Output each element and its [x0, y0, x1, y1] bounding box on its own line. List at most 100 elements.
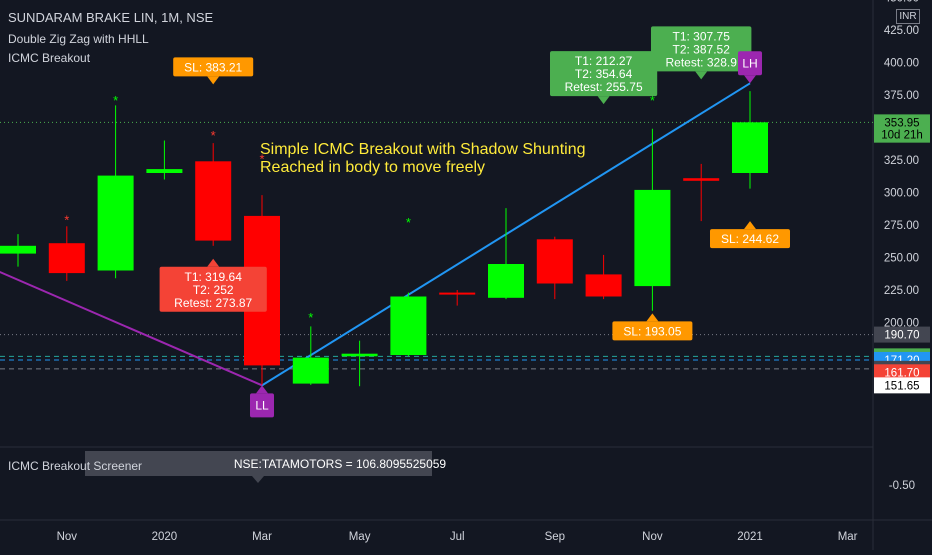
x-tick-label: Nov: [642, 531, 663, 543]
callout-box: [651, 26, 752, 72]
callout-text: T1: 319.64: [185, 270, 243, 284]
candle-body: [0, 245, 36, 254]
x-tick-label: Nov: [57, 531, 78, 543]
price-label: 190.70: [874, 326, 930, 343]
callout-box: [710, 229, 790, 249]
callout-text: SL: 383.21: [184, 60, 242, 74]
price-label-text: 353.95: [884, 117, 919, 129]
callout-pointer: [207, 258, 220, 267]
callout-text: T2: 354.64: [575, 67, 633, 81]
x-tick-label: Sep: [545, 531, 565, 543]
signal-star: *: [406, 215, 411, 230]
y-tick-label: 250.00: [884, 253, 919, 265]
candle-body: [390, 296, 427, 355]
y-tick-label: 200.00: [884, 318, 919, 330]
callout-text: T1: 212.27: [575, 54, 633, 68]
screener-value-text: NSE:TATAMOTORS = 106.8095525059: [234, 457, 447, 471]
pivot-pointer: [744, 75, 756, 84]
y-tick-label: 325.00: [884, 155, 919, 167]
candle-body: [341, 353, 378, 357]
callout-text: T2: 252: [193, 283, 234, 297]
callout-box: [612, 321, 693, 341]
callout-text: Retest: 328.9: [666, 55, 738, 69]
candle-body: [585, 274, 622, 297]
signal-star: *: [211, 128, 216, 143]
x-tick-label: Mar: [252, 531, 272, 543]
price-label-box: [874, 126, 930, 143]
y-tick-label: 225.00: [884, 285, 919, 297]
callout-text: T1: 307.75: [673, 29, 731, 43]
currency-badge[interactable]: INR: [896, 9, 920, 24]
signal-star: *: [259, 151, 264, 166]
y-tick-label: 300.00: [884, 188, 919, 200]
symbol-title[interactable]: SUNDARAM BRAKE LIN, 1M, NSE: [8, 10, 214, 25]
indicator-zigzag-label[interactable]: Double Zig Zag with HHLL: [8, 32, 149, 46]
screener-value: NSE:TATAMOTORS = 106.8095525059: [85, 451, 446, 483]
y-tick-label: 275.00: [884, 220, 919, 232]
annotation-line-2: Reached in body to move freely: [260, 159, 485, 176]
pivot-label: LH: [738, 51, 762, 84]
callout-pointer: [646, 313, 659, 322]
callout-pointer: [207, 76, 220, 85]
y-tick-label: 375.00: [884, 90, 919, 102]
price-label-box: [874, 326, 930, 343]
callout-text: Retest: 255.75: [565, 80, 643, 94]
candle-body: [292, 357, 329, 384]
pivot-text: LH: [742, 56, 757, 70]
candle-body: [146, 169, 183, 173]
annotation-line-1: Simple ICMC Breakout with Shadow Shuntin…: [260, 141, 586, 158]
screener-axis-label: -0.50: [889, 480, 915, 492]
callout-text: SL: 244.62: [721, 232, 779, 246]
pivot-label: LL: [250, 385, 274, 418]
pivot-pointer: [256, 385, 268, 394]
zigzag-line: [0, 271, 263, 387]
candle-body: [97, 175, 134, 271]
screener-value-box: [85, 451, 432, 476]
x-tick-label: May: [349, 531, 371, 543]
candle-body: [683, 178, 720, 181]
screener-pane-title[interactable]: ICMC Breakout Screener: [8, 459, 143, 473]
callout-box: [173, 57, 254, 77]
y-tick-label: 400.00: [884, 58, 919, 70]
callout-text: Retest: 273.87: [174, 296, 252, 310]
callout-text: SL: 193.05: [623, 324, 681, 338]
signal-star: *: [64, 213, 69, 228]
price-label: 161.70: [874, 364, 930, 381]
candle-body: [48, 243, 85, 274]
pivot-text: LL: [255, 398, 269, 412]
x-tick-label: Jul: [450, 531, 465, 543]
price-label-box: [874, 114, 930, 131]
price-label-box: [874, 364, 930, 381]
y-tick-label: 450.00: [884, 0, 919, 5]
signal-star: *: [650, 93, 655, 108]
signal-star: *: [113, 93, 118, 108]
callout-pointer: [597, 96, 610, 105]
price-label-text: 190.70: [884, 330, 919, 342]
candle-body: [195, 161, 232, 241]
candle-body: [439, 292, 476, 295]
callout-pointer: [695, 71, 708, 80]
callout-text: T2: 387.52: [673, 42, 731, 56]
signal-star: *: [308, 310, 313, 325]
pivot-box: [250, 393, 274, 418]
price-label-text: 151.65: [884, 380, 919, 392]
callout-label: SL: 193.05: [612, 313, 693, 341]
candle-body: [634, 189, 671, 287]
x-tick-label: Mar: [838, 531, 858, 543]
price-label: 10d 21h: [874, 126, 930, 143]
price-label-text: 10d 21h: [881, 130, 923, 142]
callout-box: [550, 51, 658, 97]
price-label: 151.65: [874, 377, 930, 394]
price-label-text: 161.70: [884, 367, 919, 379]
indicator-icmc-label[interactable]: ICMC Breakout: [8, 51, 91, 65]
callout-label: SL: 244.62: [710, 221, 790, 249]
price-label: 353.95: [874, 114, 930, 131]
x-tick-label: 2020: [152, 531, 178, 543]
candle-body: [488, 264, 524, 298]
price-label-box: [874, 377, 930, 394]
callout-label: SL: 383.21: [173, 57, 254, 85]
